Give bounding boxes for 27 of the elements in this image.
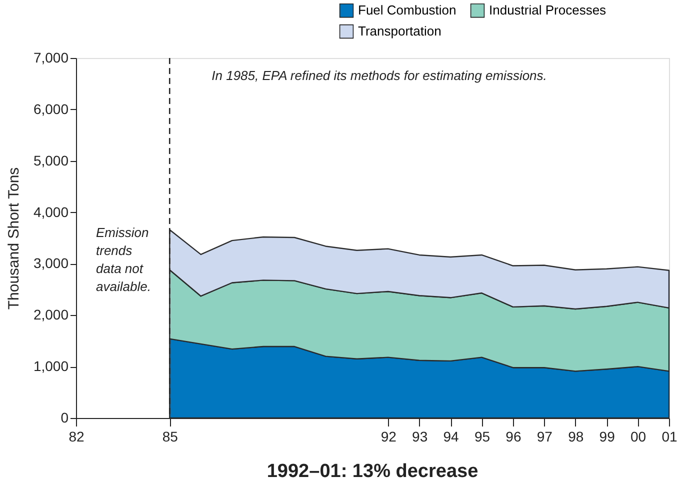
x-tick-label: 82 [68, 428, 84, 444]
annotation: Emission trends data not available. [96, 225, 151, 294]
legend-label: Fuel Combustion [358, 2, 456, 18]
y-tick-label: 3,000 [33, 255, 69, 272]
x-tick-label: 97 [536, 428, 553, 444]
y-tick-label: 0 [60, 410, 69, 426]
y-tick-label: 1,000 [33, 358, 69, 374]
x-tick-label: 85 [162, 428, 178, 444]
legend-label: Industrial Processes [489, 2, 607, 18]
x-tick-label: 98 [568, 428, 584, 444]
x-tick-label: 99 [599, 428, 616, 444]
legend-label: Transportation [358, 24, 442, 38]
x-tick-label: 01 [662, 428, 678, 444]
y-tick-label: 5,000 [33, 152, 69, 168]
x-tick-label: 95 [474, 428, 490, 444]
y-tick-label: 4,000 [33, 204, 69, 220]
y-tick-label: 7,000 [33, 50, 69, 66]
annotation: In 1985, EPA refined its methods for estimating emissions. [212, 68, 547, 83]
y-tick-label: 6,000 [33, 100, 69, 117]
x-tick-label: 00 [630, 428, 646, 444]
x-tick-label: 92 [380, 428, 397, 444]
text: 1992–01: 13% decrease [266, 461, 478, 482]
x-tick-label: 96 [506, 428, 522, 444]
x-tick-label: 93 [412, 428, 428, 444]
y-axis-title: Thousand Short Tons [5, 167, 22, 310]
x-tick-label: 94 [443, 428, 460, 444]
y-tick-label: 2,000 [33, 306, 69, 323]
